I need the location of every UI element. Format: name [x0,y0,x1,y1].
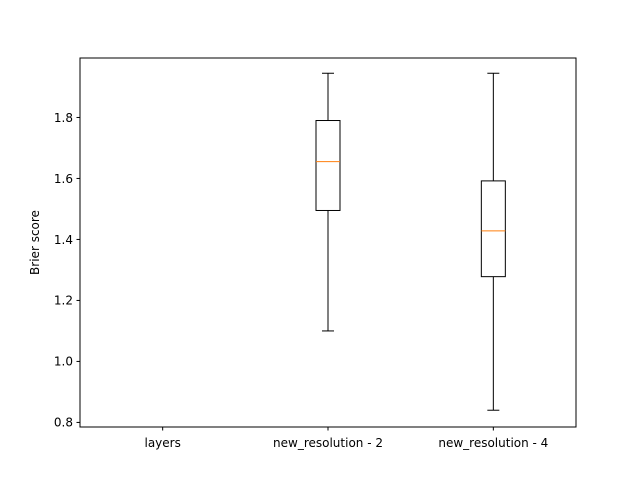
y-tick-label: 1.0 [54,355,73,369]
y-axis-label: Brier score [28,210,42,275]
y-axis-ticks: 0.8 1.0 1.2 1.4 1.6 1.8 [54,111,80,430]
box-iqr [480,180,506,278]
x-tick-label: new_resolution - 2 [273,436,383,450]
x-tick-label: new_resolution - 4 [438,436,548,450]
plot-frame [79,57,577,428]
box-iqr [315,120,341,211]
y-tick-label: 0.8 [54,416,73,430]
x-axis-ticks: layers new_resolution - 2 new_resolution -… [144,427,548,450]
y-tick-label: 1.6 [54,172,73,186]
x-tick-label: layers [144,436,180,450]
box-3 [480,72,506,411]
boxes [315,72,506,411]
box-2 [315,72,341,332]
y-tick-label: 1.8 [54,111,73,125]
y-tick-label: 1.4 [54,233,73,247]
y-tick-label: 1.2 [54,294,73,308]
